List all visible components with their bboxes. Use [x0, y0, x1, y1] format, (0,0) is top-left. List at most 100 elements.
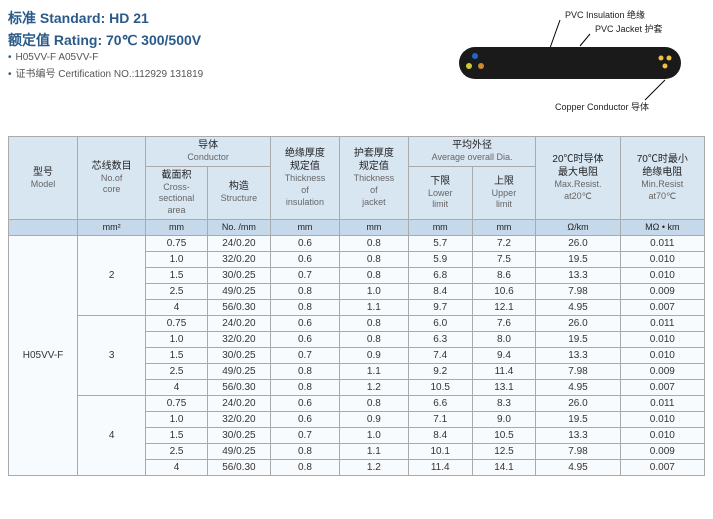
header: 标准 Standard: HD 21 额定值 Rating: 70℃ 300/5…	[8, 8, 705, 118]
unit-lower: mm	[408, 219, 472, 236]
cell-cores: 2	[78, 236, 146, 316]
cell-mn: 0.007	[620, 380, 704, 396]
cell-mn: 0.010	[620, 252, 704, 268]
cell-tj: 0.9	[339, 348, 408, 364]
cell-up: 9.4	[472, 348, 536, 364]
cell-mr: 7.98	[536, 284, 620, 300]
unit-min-resist: MΩ • km	[620, 219, 704, 236]
cell-up: 8.6	[472, 268, 536, 284]
cell-lo: 5.7	[408, 236, 472, 252]
cell-lo: 11.4	[408, 460, 472, 476]
cell-ti: 0.6	[270, 332, 339, 348]
cell-tj: 0.8	[339, 316, 408, 332]
table-row: 30.7524/0.200.60.86.07.626.00.011	[9, 316, 705, 332]
header-left: 标准 Standard: HD 21 额定值 Rating: 70℃ 300/5…	[8, 8, 455, 82]
cell-cs: 2.5	[146, 364, 208, 380]
cell-mn: 0.010	[620, 348, 704, 364]
col-lower: 下限Lowerlimit	[408, 166, 472, 219]
cell-ti: 0.6	[270, 396, 339, 412]
col-conductor: 导体Conductor	[146, 137, 271, 167]
cell-up: 9.0	[472, 412, 536, 428]
cell-mr: 13.3	[536, 268, 620, 284]
cell-mr: 13.3	[536, 428, 620, 444]
cell-model: H05VV-F	[9, 236, 78, 476]
cell-mr: 19.5	[536, 332, 620, 348]
cell-tj: 0.8	[339, 252, 408, 268]
table-row: 40.7524/0.200.60.86.68.326.00.011	[9, 396, 705, 412]
col-tj: 护套厚度规定值Thicknessofjacket	[339, 137, 408, 220]
cell-tj: 1.2	[339, 460, 408, 476]
cell-cores: 4	[78, 396, 146, 476]
label-copper-conductor: Copper Conductor 导体	[555, 101, 649, 112]
cell-ti: 0.8	[270, 380, 339, 396]
cell-ti: 0.8	[270, 444, 339, 460]
cell-tj: 1.0	[339, 284, 408, 300]
cell-st: 56/0.30	[207, 300, 270, 316]
cell-cs: 0.75	[146, 396, 208, 412]
cell-mn: 0.010	[620, 332, 704, 348]
cell-mr: 4.95	[536, 460, 620, 476]
cell-ti: 0.6	[270, 252, 339, 268]
col-upper: 上限Upperlimit	[472, 166, 536, 219]
cell-ti: 0.7	[270, 428, 339, 444]
cell-ti: 0.6	[270, 412, 339, 428]
cell-lo: 10.5	[408, 380, 472, 396]
cell-st: 24/0.20	[207, 236, 270, 252]
cell-cs: 0.75	[146, 236, 208, 252]
cell-up: 11.4	[472, 364, 536, 380]
cell-st: 30/0.25	[207, 428, 270, 444]
cell-st: 32/0.20	[207, 332, 270, 348]
cell-tj: 1.2	[339, 380, 408, 396]
cell-cs: 1.5	[146, 348, 208, 364]
cell-mr: 13.3	[536, 348, 620, 364]
cell-lo: 9.7	[408, 300, 472, 316]
cell-ti: 0.8	[270, 284, 339, 300]
cell-mr: 7.98	[536, 444, 620, 460]
cell-up: 7.2	[472, 236, 536, 252]
cell-mn: 0.009	[620, 364, 704, 380]
label-pvc-jacket: PVC Jacket 护套	[595, 23, 663, 34]
cell-ti: 0.6	[270, 236, 339, 252]
cell-up: 8.0	[472, 332, 536, 348]
units-row: mm² mm No. /mm mm mm mm mm Ω/km MΩ • km	[9, 219, 705, 236]
cell-up: 12.5	[472, 444, 536, 460]
cell-st: 30/0.25	[207, 348, 270, 364]
cell-mr: 4.95	[536, 300, 620, 316]
cell-mn: 0.011	[620, 396, 704, 412]
cell-mn: 0.010	[620, 268, 704, 284]
cell-cs: 4	[146, 380, 208, 396]
cell-cs: 4	[146, 300, 208, 316]
cell-lo: 7.1	[408, 412, 472, 428]
cell-st: 49/0.25	[207, 364, 270, 380]
cell-lo: 10.1	[408, 444, 472, 460]
cable-diagram: PVC Insulation 绝缘 PVC Jacket 护套 Copper C…	[455, 8, 705, 118]
cert-line: •证书编号 Certification NO.:112929 131819	[8, 65, 455, 80]
cell-mn: 0.010	[620, 428, 704, 444]
cell-st: 24/0.20	[207, 396, 270, 412]
label-pvc-insulation: PVC Insulation 绝缘	[565, 9, 645, 20]
cell-tj: 1.0	[339, 428, 408, 444]
cell-mr: 26.0	[536, 316, 620, 332]
cell-mr: 4.95	[536, 380, 620, 396]
standard-title: 标准 Standard: HD 21	[8, 8, 455, 28]
cell-lo: 8.4	[408, 428, 472, 444]
cell-up: 12.1	[472, 300, 536, 316]
cell-mr: 19.5	[536, 252, 620, 268]
col-structure: 构造Structure	[207, 166, 270, 219]
cell-cs: 1.0	[146, 252, 208, 268]
cell-cs: 1.5	[146, 428, 208, 444]
cell-tj: 0.9	[339, 412, 408, 428]
spec-table: 型号Model 芯线数目No.ofcore 导体Conductor 绝缘厚度规定…	[8, 136, 705, 476]
models-text: H05VV-F A05VV-F	[16, 52, 99, 63]
cell-up: 8.3	[472, 396, 536, 412]
cell-tj: 1.1	[339, 300, 408, 316]
cell-mn: 0.009	[620, 284, 704, 300]
cell-st: 32/0.20	[207, 252, 270, 268]
cell-cs: 4	[146, 460, 208, 476]
cell-mr: 7.98	[536, 364, 620, 380]
cell-tj: 0.8	[339, 396, 408, 412]
cell-ti: 0.8	[270, 300, 339, 316]
cell-st: 56/0.30	[207, 380, 270, 396]
cell-lo: 6.6	[408, 396, 472, 412]
cell-st: 56/0.30	[207, 460, 270, 476]
